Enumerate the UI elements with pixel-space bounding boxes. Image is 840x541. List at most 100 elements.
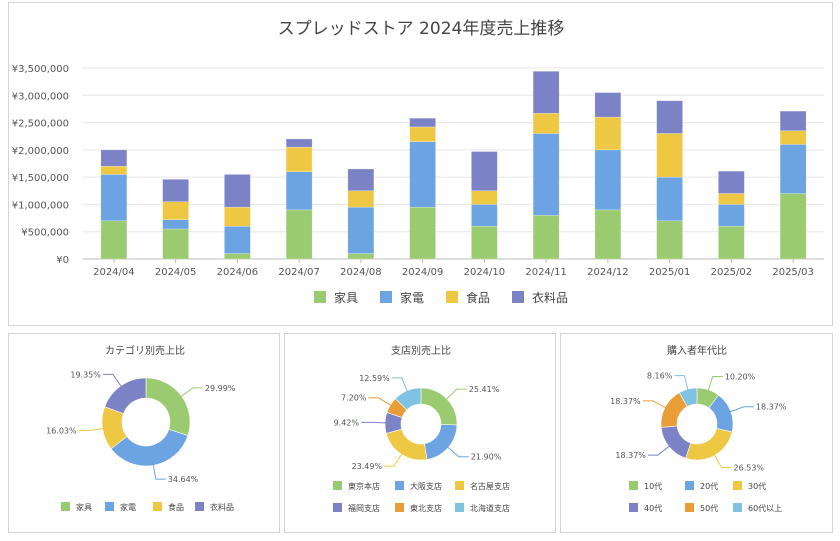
- x-tick-label: 2024/06: [217, 267, 259, 278]
- bar-segment-食品: [656, 133, 683, 178]
- bar-segment-衣料品: [100, 149, 128, 167]
- bar-segment-家電: [471, 204, 498, 227]
- leader-line: [368, 397, 393, 407]
- bar-segment-衣料品: [594, 92, 622, 118]
- y-tick-label: ¥0: [56, 255, 69, 266]
- legend-swatch: [685, 481, 694, 490]
- legend-label: 家具: [334, 290, 358, 305]
- donut-chart-category: カテゴリ別売上比 29.99% 34.64% 16.03% 19.35% 家具 家電 食品 衣…: [46, 344, 236, 512]
- bar-segment-家電: [532, 133, 560, 216]
- x-tick-label: 2024/04: [93, 267, 135, 278]
- legend-label: 60代以上: [748, 503, 782, 513]
- bar-segment-食品: [100, 165, 128, 175]
- legend-swatch: [153, 502, 162, 511]
- donut-title: カテゴリ別売上比: [105, 344, 185, 357]
- donut-chart-age: 購入者年代比 10.20% 18.37% 26.53% 18.37% 18.37% 8.1…: [610, 344, 787, 513]
- bar-segment-家具: [779, 193, 807, 260]
- legend-label: 北海道支店: [470, 503, 510, 513]
- leader-line: [152, 463, 166, 480]
- bar-segment-衣料品: [779, 110, 807, 132]
- leader-line: [391, 377, 409, 393]
- x-tick-label: 2025/02: [711, 267, 753, 278]
- legend-swatch: [512, 291, 524, 303]
- legend-swatch: [61, 502, 70, 511]
- donut-slice-40代: [660, 425, 692, 459]
- x-tick-label: 2024/12: [587, 267, 629, 278]
- donut-chart-branch: 支店別売上比 25.41% 21.90% 23.49% 9.42% 7.20% 12.59…: [333, 344, 510, 513]
- x-tick-label: 2025/01: [649, 267, 691, 278]
- data-label: 21.90%: [471, 453, 502, 462]
- bar-segment-家具: [594, 209, 622, 260]
- bar-segment-家電: [347, 206, 375, 254]
- bar-segment-家電: [224, 226, 251, 254]
- bar-segment-家電: [656, 176, 683, 222]
- bar-segment-食品: [718, 193, 745, 205]
- legend-swatch: [395, 503, 404, 512]
- bar-segment-家具: [532, 215, 560, 260]
- legend-swatch: [629, 503, 638, 512]
- y-tick-label: ¥1,000,000: [12, 200, 69, 211]
- leader-line: [78, 427, 105, 432]
- bar-segment-家電: [100, 174, 128, 222]
- donut-slice-大阪支店: [424, 424, 458, 460]
- legend-label: 大阪支店: [410, 481, 442, 491]
- legend-label: 福岡支店: [348, 503, 380, 513]
- bar-segment-家具: [100, 220, 128, 260]
- donut-title: 購入者年代比: [667, 344, 727, 357]
- donut-slice-北海道支店: [394, 387, 422, 411]
- legend-swatch: [314, 291, 326, 303]
- leader-line: [384, 452, 404, 467]
- leader-line: [361, 421, 388, 424]
- y-tick-label: ¥500,000: [21, 228, 69, 239]
- legend-swatch: [455, 503, 464, 512]
- bar-segment-衣料品: [718, 170, 745, 194]
- leader-line: [728, 406, 754, 413]
- donut-slice-衣料品: [104, 377, 147, 415]
- legend-label: 20代: [700, 481, 718, 491]
- y-tick-label: ¥2,500,000: [12, 119, 69, 130]
- x-tick-label: 2024/08: [340, 267, 382, 278]
- bar-segment-衣料品: [471, 151, 498, 192]
- bar-segment-家具: [471, 226, 498, 260]
- legend-label: 家電: [400, 290, 424, 305]
- x-tick-label: 2024/09: [402, 267, 444, 278]
- legend-swatch: [455, 481, 464, 490]
- bar-segment-食品: [409, 126, 436, 142]
- legend-swatch: [395, 481, 404, 490]
- chart-title: スプレッドストア 2024年度売上推移: [278, 19, 565, 39]
- bar-segment-衣料品: [162, 179, 189, 202]
- legend-swatch: [733, 503, 742, 512]
- legend-label: 家電: [120, 502, 136, 512]
- donut-panel-age: 購入者年代比 10.20% 18.37% 26.53% 18.37% 18.37% 8.1…: [560, 333, 833, 533]
- leader-line: [674, 375, 689, 392]
- legend-label: 30代: [748, 481, 766, 491]
- legend-label: 東京本店: [348, 481, 380, 491]
- legend-swatch: [733, 481, 742, 490]
- legend-swatch: [446, 291, 458, 303]
- bar-segment-衣料品: [409, 117, 436, 128]
- donut-panel-category: カテゴリ別売上比 29.99% 34.64% 16.03% 19.35% 家具 家電 食品 衣…: [8, 333, 280, 533]
- bar-segment-家電: [779, 144, 807, 194]
- leader-line: [446, 445, 469, 458]
- bar-segment-家具: [656, 220, 683, 260]
- bar-segment-食品: [162, 201, 189, 220]
- bar-segment-食品: [285, 146, 313, 172]
- bar-segment-衣料品: [347, 168, 375, 192]
- bar-segment-衣料品: [656, 100, 683, 134]
- stacked-bar-chart: スプレッドストア 2024年度売上推移 ¥0 ¥500,000 ¥1,000,000…: [12, 19, 824, 305]
- leader-line: [713, 453, 732, 469]
- legend-label: 衣料品: [210, 502, 234, 512]
- x-tick-label: 2024/10: [464, 267, 506, 278]
- donut-title: 支店別売上比: [391, 344, 451, 357]
- donut-slice-家具: [145, 377, 191, 436]
- bar-segment-家電: [285, 171, 313, 211]
- legend-label: 衣料品: [532, 290, 568, 305]
- leader-line: [707, 376, 723, 392]
- bar-segment-衣料品: [532, 71, 560, 114]
- bar-segment-食品: [532, 113, 560, 134]
- x-tick-label: 2024/11: [525, 267, 567, 278]
- x-tick-label: 2025/03: [772, 267, 814, 278]
- legend-label: 名古屋支店: [470, 481, 510, 491]
- bar-segment-家電: [594, 149, 622, 211]
- legend-label: 40代: [644, 503, 662, 513]
